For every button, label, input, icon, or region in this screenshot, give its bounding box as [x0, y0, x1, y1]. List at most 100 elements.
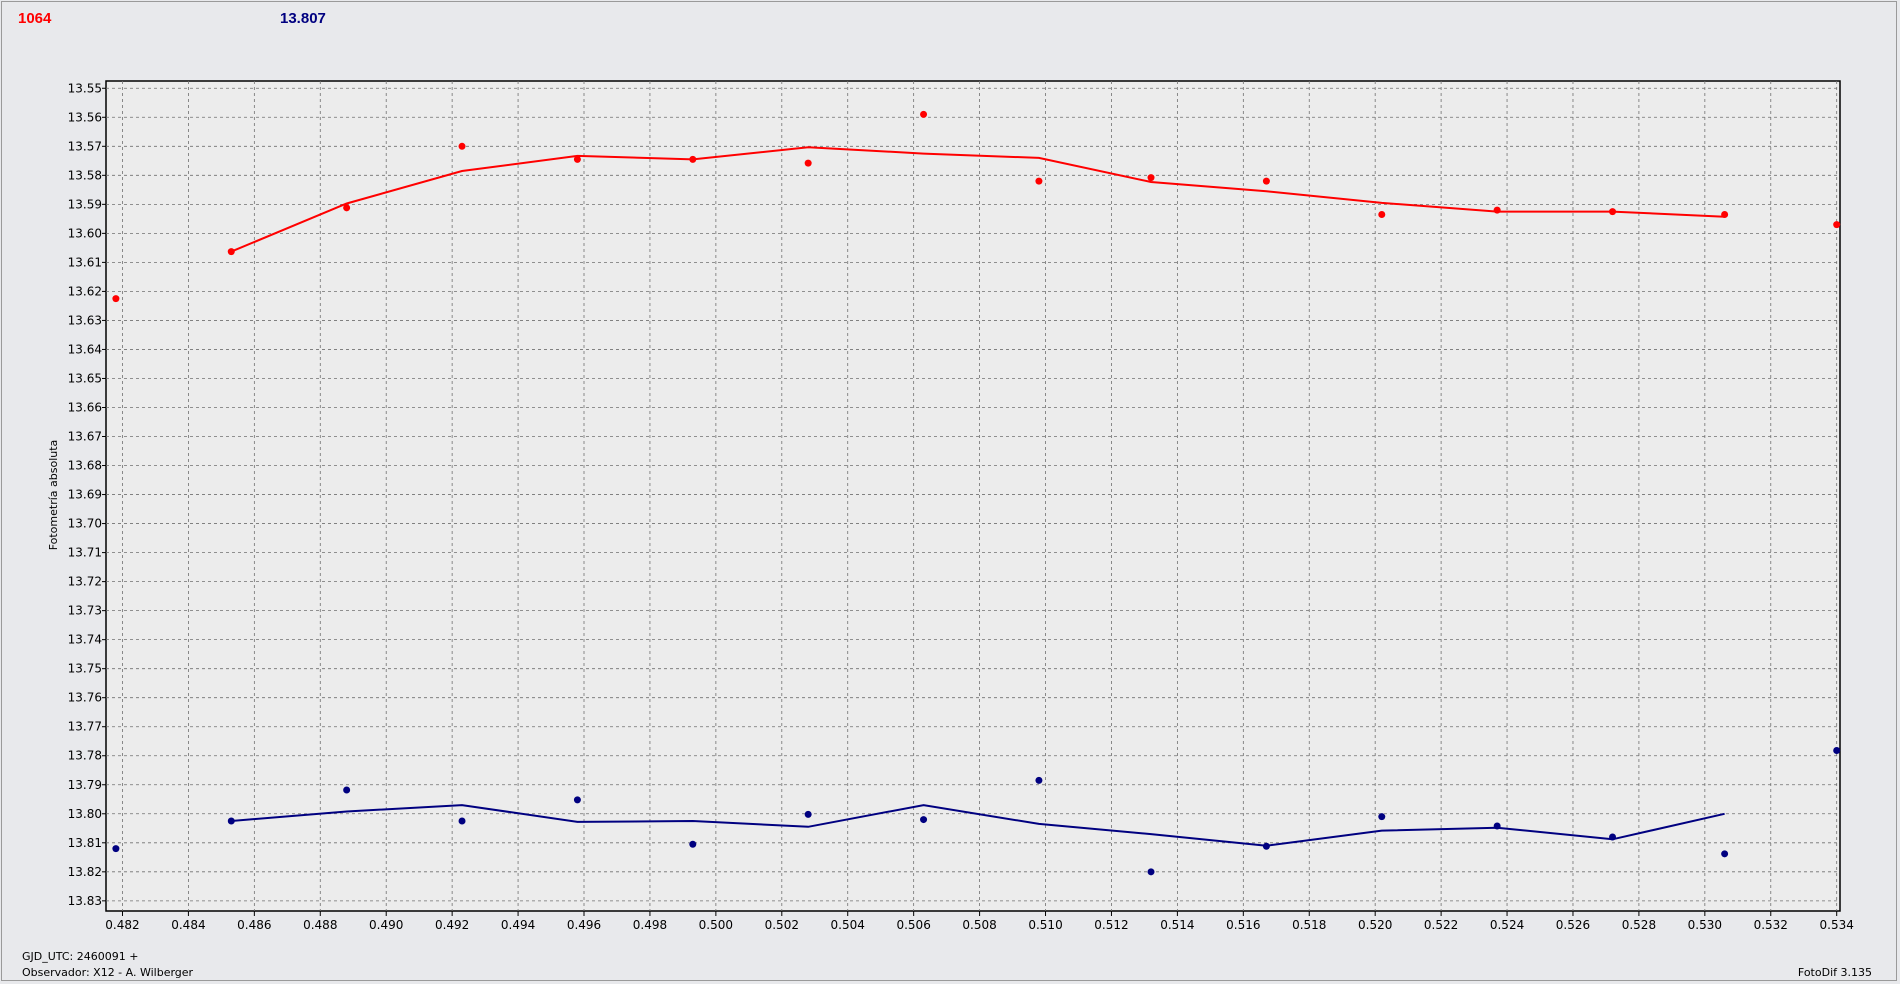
series-lines	[230, 146, 1725, 847]
y-tick-label: 13.57	[68, 139, 102, 153]
red-series-point	[573, 155, 581, 163]
red-series-point	[1493, 206, 1501, 214]
y-tick-label: 13.62	[68, 284, 102, 298]
y-tick-label: 13.69	[68, 488, 102, 502]
x-tick-label: 0.526	[1556, 918, 1590, 932]
blue-series-point	[343, 786, 351, 794]
blue-series-point	[1609, 833, 1617, 841]
blue-series-readout: 13.807	[280, 10, 326, 27]
plot-area	[105, 80, 1841, 912]
blue-series-point	[458, 817, 466, 825]
x-tick-label: 0.496	[567, 918, 601, 932]
x-tick-label: 0.498	[633, 918, 667, 932]
y-tick-label: 13.80	[68, 807, 102, 821]
blue-series-point	[1493, 822, 1501, 830]
x-tick-label: 0.518	[1292, 918, 1326, 932]
y-tick-label: 13.55	[68, 81, 102, 95]
red-series-point	[1035, 177, 1043, 185]
blue-series-point	[1035, 776, 1043, 784]
series-points	[112, 110, 1841, 876]
x-tick-label: 0.520	[1358, 918, 1392, 932]
red-series-point	[1378, 210, 1386, 218]
x-tick-label: 0.530	[1688, 918, 1722, 932]
red-series-point	[1833, 221, 1841, 229]
blue-series-point	[227, 817, 235, 825]
x-tick-label: 0.534	[1820, 918, 1854, 932]
x-axis-ticks: 0.482 0.484 0.486 0.488 0.490 0.492 0.494 0.496…	[105, 911, 1854, 932]
blue-series-point	[1262, 842, 1270, 850]
y-tick-label: 13.65	[68, 371, 102, 385]
red-series-point	[804, 159, 812, 167]
y-tick-label: 13.71	[68, 546, 102, 560]
y-tick-label: 13.82	[68, 865, 102, 879]
y-tick-label: 13.68	[68, 459, 102, 473]
x-tick-label: 0.524	[1490, 918, 1524, 932]
red-series-point	[343, 204, 351, 212]
grid-lines	[106, 81, 1840, 911]
red-series-point	[1609, 208, 1617, 216]
blue-series-point	[573, 796, 581, 804]
y-tick-label: 13.78	[68, 749, 102, 763]
y-tick-label: 13.63	[68, 313, 102, 327]
blue-series-point	[1147, 868, 1155, 876]
y-tick-label: 13.64	[68, 342, 102, 356]
y-tick-label: 13.79	[68, 778, 102, 792]
y-axis-ticks: 13.55 13.56 13.57 13.58 13.59 13.60 13.61 13.62…	[68, 81, 106, 908]
blue-series-point	[689, 840, 697, 848]
x-tick-label: 0.504	[831, 918, 865, 932]
red-series-point	[1721, 210, 1729, 218]
y-tick-label: 13.66	[68, 400, 102, 414]
x-tick-label: 0.522	[1424, 918, 1458, 932]
blue-series-point	[112, 845, 120, 853]
y-tick-label: 13.81	[68, 836, 102, 850]
x-tick-label: 0.484	[171, 918, 205, 932]
blue-series-line	[231, 804, 1725, 847]
y-tick-label: 13.76	[68, 691, 102, 705]
y-tick-label: 13.60	[68, 226, 102, 240]
blue-series-point	[920, 816, 928, 824]
red-series-point	[458, 142, 466, 150]
x-tick-label: 0.508	[962, 918, 996, 932]
x-tick-label: 0.528	[1622, 918, 1656, 932]
x-tick-label: 0.502	[765, 918, 799, 932]
y-tick-label: 13.56	[68, 110, 102, 124]
y-tick-label: 13.59	[68, 197, 102, 211]
blue-series-point	[1833, 747, 1841, 755]
version-label: FotoDif 3.135	[1797, 966, 1872, 979]
observer-label: Observador: X12 - A. Wilberger	[22, 966, 194, 979]
blue-series-point	[1721, 850, 1729, 858]
x-tick-label: 0.490	[369, 918, 403, 932]
red-series-point	[689, 155, 697, 163]
x-tick-label: 0.512	[1094, 918, 1128, 932]
red-series-point	[920, 110, 928, 118]
x-tick-label: 0.532	[1754, 918, 1788, 932]
y-tick-label: 13.67	[68, 430, 102, 444]
blue-series-point	[804, 810, 812, 818]
x-tick-label: 0.488	[303, 918, 337, 932]
blue-series-point	[1378, 813, 1386, 821]
gjd-label: GJD_UTC: 2460091 +	[22, 950, 139, 963]
y-tick-label: 13.74	[68, 633, 102, 647]
y-tick-label: 13.75	[68, 662, 102, 676]
red-series-point	[1262, 177, 1270, 185]
x-tick-label: 0.514	[1160, 918, 1194, 932]
y-tick-label: 13.61	[68, 255, 102, 269]
y-tick-label: 13.58	[68, 168, 102, 182]
y-tick-label: 13.83	[68, 894, 102, 908]
x-tick-label: 0.510	[1028, 918, 1062, 932]
x-tick-label: 0.500	[699, 918, 733, 932]
y-axis-label: Fotometría absoluta	[47, 440, 60, 551]
red-series-point	[227, 248, 235, 256]
x-tick-label: 0.494	[501, 918, 535, 932]
y-tick-label: 13.72	[68, 575, 102, 589]
red-series-line	[230, 146, 1725, 253]
y-tick-label: 13.77	[68, 720, 102, 734]
x-tick-label: 0.482	[105, 918, 139, 932]
red-series-point	[112, 295, 120, 303]
x-tick-label: 0.492	[435, 918, 469, 932]
x-tick-label: 0.486	[237, 918, 271, 932]
x-tick-label: 0.516	[1226, 918, 1260, 932]
red-series-point	[1147, 174, 1155, 182]
